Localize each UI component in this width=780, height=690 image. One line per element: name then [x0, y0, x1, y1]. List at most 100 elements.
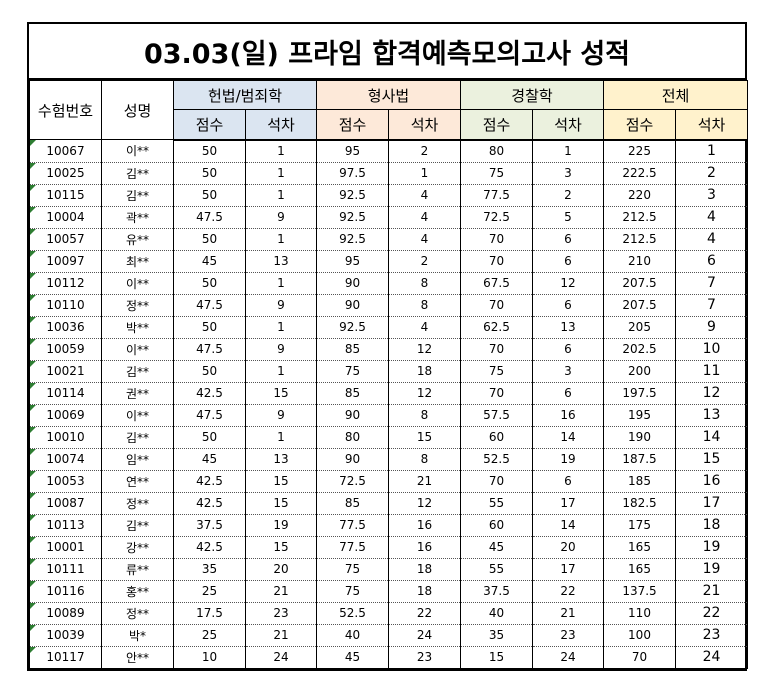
cell-law-rank[interactable]: 1 [245, 316, 317, 339]
cell-total-score[interactable]: 212.5 [603, 206, 676, 229]
cell-total-rank[interactable]: 16 [674, 470, 749, 493]
cell-police-rank[interactable]: 6 [532, 228, 604, 251]
cell-law-rank[interactable]: 15 [245, 382, 317, 405]
cell-total-rank[interactable]: 23 [674, 624, 749, 647]
cell-criminal-score[interactable]: 77.5 [316, 514, 389, 537]
cell-criminal-rank[interactable]: 4 [388, 206, 461, 229]
cell-total-rank[interactable]: 12 [674, 382, 749, 405]
cell-police-score[interactable]: 72.5 [460, 206, 533, 229]
cell-total-rank[interactable]: 7 [674, 294, 749, 317]
cell-law-score[interactable]: 50 [173, 360, 246, 383]
cell-exam-id[interactable]: 10111 [29, 558, 102, 581]
cell-criminal-score[interactable]: 95 [316, 250, 389, 273]
cell-criminal-rank[interactable]: 16 [388, 536, 461, 559]
cell-criminal-score[interactable]: 85 [316, 382, 389, 405]
cell-law-score[interactable]: 50 [173, 272, 246, 295]
cell-law-rank[interactable]: 1 [245, 184, 317, 207]
cell-name[interactable]: 박** [101, 316, 174, 339]
cell-total-score[interactable]: 70 [603, 646, 676, 669]
cell-exam-id[interactable]: 10115 [29, 184, 102, 207]
cell-law-rank[interactable]: 1 [245, 162, 317, 185]
cell-police-score[interactable]: 70 [460, 470, 533, 493]
cell-criminal-score[interactable]: 45 [316, 646, 389, 669]
cell-name[interactable]: 임** [101, 448, 174, 471]
cell-police-score[interactable]: 75 [460, 360, 533, 383]
cell-police-rank[interactable]: 21 [532, 602, 604, 625]
cell-exam-id[interactable]: 10010 [29, 426, 102, 449]
cell-police-score[interactable]: 35 [460, 624, 533, 647]
cell-total-score[interactable]: 197.5 [603, 382, 676, 405]
cell-police-rank[interactable]: 19 [532, 448, 604, 471]
cell-police-rank[interactable]: 12 [532, 272, 604, 295]
cell-criminal-score[interactable]: 90 [316, 404, 389, 427]
cell-law-rank[interactable]: 15 [245, 470, 317, 493]
cell-exam-id[interactable]: 10074 [29, 448, 102, 471]
cell-police-score[interactable]: 70 [460, 294, 533, 317]
cell-total-score[interactable]: 210 [603, 250, 676, 273]
cell-criminal-rank[interactable]: 16 [388, 514, 461, 537]
cell-criminal-score[interactable]: 40 [316, 624, 389, 647]
cell-criminal-rank[interactable]: 18 [388, 580, 461, 603]
cell-exam-id[interactable]: 10112 [29, 272, 102, 295]
cell-law-rank[interactable]: 1 [245, 426, 317, 449]
cell-exam-id[interactable]: 10059 [29, 338, 102, 361]
cell-law-rank[interactable]: 20 [245, 558, 317, 581]
cell-name[interactable]: 곽** [101, 206, 174, 229]
cell-criminal-rank[interactable]: 4 [388, 316, 461, 339]
cell-total-rank[interactable]: 21 [674, 580, 749, 603]
cell-law-rank[interactable]: 21 [245, 580, 317, 603]
cell-police-rank[interactable]: 3 [532, 360, 604, 383]
cell-police-score[interactable]: 60 [460, 426, 533, 449]
cell-law-score[interactable]: 45 [173, 250, 246, 273]
cell-law-score[interactable]: 17.5 [173, 602, 246, 625]
cell-total-rank[interactable]: 7 [674, 272, 749, 295]
cell-name[interactable]: 류** [101, 558, 174, 581]
cell-police-score[interactable]: 77.5 [460, 184, 533, 207]
cell-total-score[interactable]: 110 [603, 602, 676, 625]
cell-police-score[interactable]: 70 [460, 338, 533, 361]
cell-total-score[interactable]: 182.5 [603, 492, 676, 515]
cell-exam-id[interactable]: 10116 [29, 580, 102, 603]
cell-total-score[interactable]: 207.5 [603, 272, 676, 295]
cell-law-rank[interactable]: 1 [245, 272, 317, 295]
cell-law-score[interactable]: 45 [173, 448, 246, 471]
cell-exam-id[interactable]: 10117 [29, 646, 102, 669]
cell-total-rank[interactable]: 9 [674, 316, 749, 339]
cell-total-rank[interactable]: 2 [674, 162, 749, 185]
cell-total-rank[interactable]: 3 [674, 184, 749, 207]
cell-total-score[interactable]: 175 [603, 514, 676, 537]
cell-law-rank[interactable]: 13 [245, 448, 317, 471]
cell-total-rank[interactable]: 6 [674, 250, 749, 273]
cell-total-score[interactable]: 207.5 [603, 294, 676, 317]
cell-police-rank[interactable]: 20 [532, 536, 604, 559]
cell-police-rank[interactable]: 6 [532, 250, 604, 273]
cell-total-score[interactable]: 187.5 [603, 448, 676, 471]
cell-police-rank[interactable]: 17 [532, 558, 604, 581]
cell-criminal-score[interactable]: 97.5 [316, 162, 389, 185]
cell-criminal-score[interactable]: 90 [316, 272, 389, 295]
cell-police-rank[interactable]: 6 [532, 294, 604, 317]
cell-name[interactable]: 안** [101, 646, 174, 669]
cell-exam-id[interactable]: 10053 [29, 470, 102, 493]
cell-criminal-rank[interactable]: 24 [388, 624, 461, 647]
cell-criminal-score[interactable]: 92.5 [316, 316, 389, 339]
cell-exam-id[interactable]: 10039 [29, 624, 102, 647]
cell-criminal-score[interactable]: 90 [316, 448, 389, 471]
cell-total-rank[interactable]: 22 [674, 602, 749, 625]
cell-criminal-score[interactable]: 80 [316, 426, 389, 449]
cell-law-score[interactable]: 47.5 [173, 404, 246, 427]
cell-name[interactable]: 권** [101, 382, 174, 405]
cell-name[interactable]: 정** [101, 492, 174, 515]
cell-total-score[interactable]: 100 [603, 624, 676, 647]
cell-total-score[interactable]: 212.5 [603, 228, 676, 251]
cell-police-rank[interactable]: 3 [532, 162, 604, 185]
cell-name[interactable]: 김** [101, 426, 174, 449]
cell-police-score[interactable]: 62.5 [460, 316, 533, 339]
cell-police-rank[interactable]: 22 [532, 580, 604, 603]
cell-law-score[interactable]: 47.5 [173, 338, 246, 361]
cell-police-rank[interactable]: 24 [532, 646, 604, 669]
cell-name[interactable]: 이** [101, 338, 174, 361]
cell-exam-id[interactable]: 10025 [29, 162, 102, 185]
cell-law-rank[interactable]: 15 [245, 492, 317, 515]
cell-law-rank[interactable]: 15 [245, 536, 317, 559]
